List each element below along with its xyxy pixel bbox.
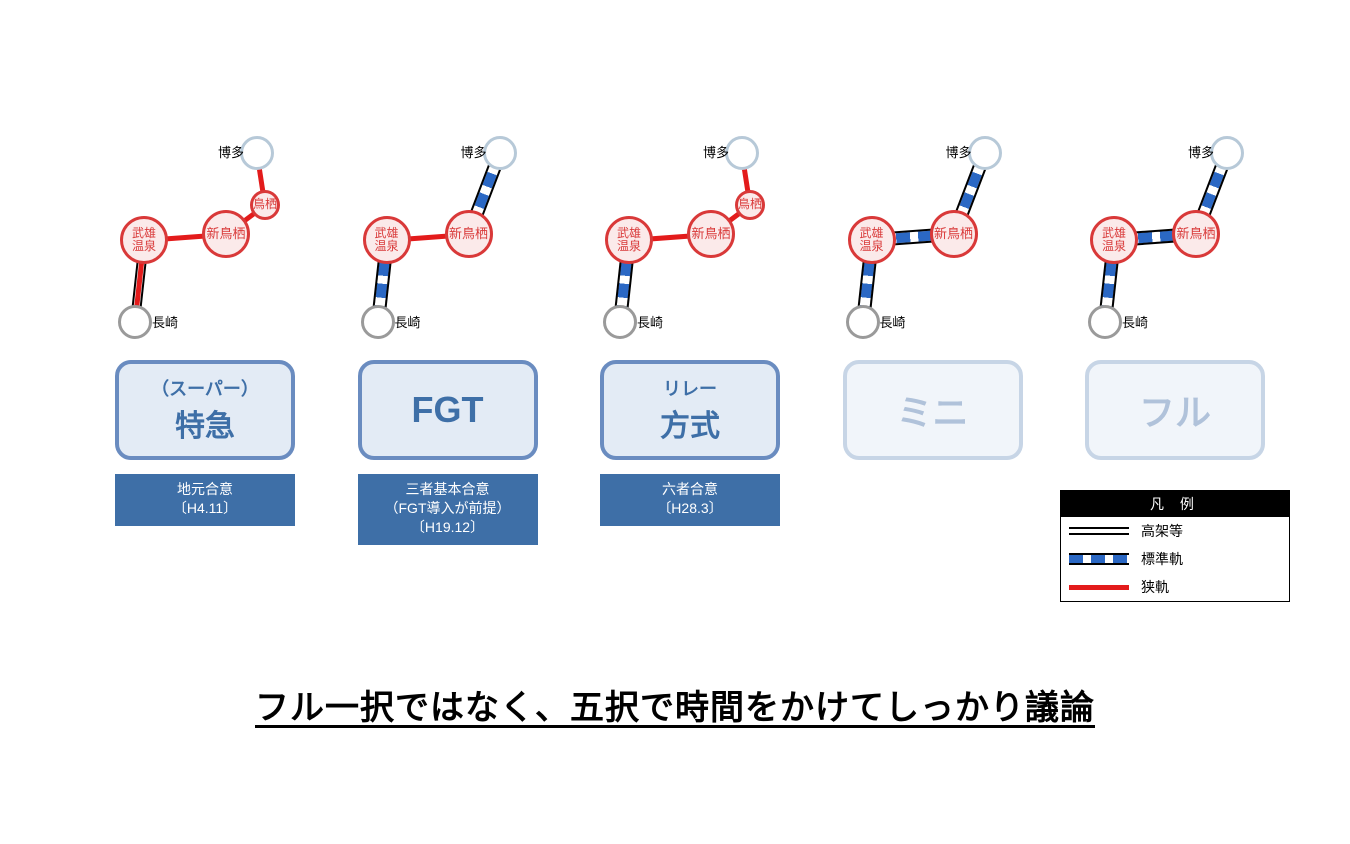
option-relay: 博多鳥栖新鳥栖武雄温泉長崎リレー方式六者合意〔H28.3〕 xyxy=(585,130,795,545)
station-label-hakata: 博多 xyxy=(461,142,487,161)
station-label-nagasaki: 長崎 xyxy=(152,312,178,331)
card-subtitle: リレー xyxy=(663,375,717,401)
station-label-nagasaki: 長崎 xyxy=(880,312,906,331)
card-title: FGT xyxy=(412,389,484,431)
agreement-line: 〔H19.12〕 xyxy=(362,518,534,537)
option-mini: 博多新鳥栖武雄温泉長崎ミニ xyxy=(828,130,1038,545)
option-card: ミニ xyxy=(843,360,1023,460)
station-takeo: 武雄温泉 xyxy=(605,216,653,264)
station-shin_tosu: 新鳥栖 xyxy=(1172,210,1220,258)
station-nagasaki xyxy=(846,305,880,339)
headline: フル一択ではなく、五択で時間をかけてしっかり議論 xyxy=(0,680,1350,729)
agreement-badge: 三者基本合意（FGT導入が前提）〔H19.12〕 xyxy=(358,474,538,545)
card-title: ミニ xyxy=(896,384,968,436)
card-subtitle: （スーパー） xyxy=(151,375,259,401)
legend-swatch xyxy=(1069,553,1129,565)
station-hakata xyxy=(968,136,1002,170)
card-title: フル xyxy=(1139,384,1211,436)
station-label-hakata: 博多 xyxy=(1188,142,1214,161)
station-tosu: 鳥栖 xyxy=(250,190,280,220)
route-diagram: 博多鳥栖新鳥栖武雄温泉長崎 xyxy=(100,130,310,340)
station-nagasaki xyxy=(603,305,637,339)
agreement-badge: 六者合意〔H28.3〕 xyxy=(600,474,780,526)
station-shin_tosu: 新鳥栖 xyxy=(930,210,978,258)
legend-box: 凡 例 高架等標準軌狭軌 xyxy=(1060,490,1290,602)
options-row: 博多鳥栖新鳥栖武雄温泉長崎（スーパー）特急地元合意〔H4.11〕博多新鳥栖武雄温… xyxy=(100,130,1280,545)
option-super_express: 博多鳥栖新鳥栖武雄温泉長崎 （スーパー）特急地元合意〔H4.11〕 xyxy=(100,130,310,545)
station-takeo: 武雄温泉 xyxy=(120,216,168,264)
station-nagasaki xyxy=(118,305,152,339)
station-nagasaki xyxy=(361,305,395,339)
station-label-hakata: 博多 xyxy=(946,142,972,161)
station-label-hakata: 博多 xyxy=(703,142,729,161)
station-takeo: 武雄温泉 xyxy=(363,216,411,264)
station-hakata xyxy=(725,136,759,170)
station-nagasaki xyxy=(1088,305,1122,339)
option-full: 博多新鳥栖武雄温泉長崎フル xyxy=(1070,130,1280,545)
legend-swatch xyxy=(1069,527,1129,535)
legend-label: 標準軌 xyxy=(1141,549,1183,569)
agreement-line: 〔H28.3〕 xyxy=(604,499,776,518)
station-takeo: 武雄温泉 xyxy=(1090,216,1138,264)
station-label-nagasaki: 長崎 xyxy=(395,312,421,331)
option-card: フル xyxy=(1085,360,1265,460)
agreement-badge: 地元合意〔H4.11〕 xyxy=(115,474,295,526)
station-takeo: 武雄温泉 xyxy=(848,216,896,264)
legend-row-elev: 高架等 xyxy=(1061,517,1289,545)
option-card: （スーパー）特急 xyxy=(115,360,295,460)
station-shin_tosu: 新鳥栖 xyxy=(202,210,250,258)
legend-swatch xyxy=(1069,585,1129,590)
legend-label: 狭軌 xyxy=(1141,577,1169,597)
route-diagram: 博多鳥栖新鳥栖武雄温泉長崎 xyxy=(585,130,795,340)
agreement-line: 六者合意 xyxy=(604,480,776,499)
station-label-hakata: 博多 xyxy=(218,142,244,161)
station-hakata xyxy=(483,136,517,170)
agreement-line: （FGT導入が前提） xyxy=(362,499,534,518)
station-hakata xyxy=(1210,136,1244,170)
station-shin_tosu: 新鳥栖 xyxy=(687,210,735,258)
legend-label: 高架等 xyxy=(1141,521,1183,541)
legend-row-narw: 狭軌 xyxy=(1061,573,1289,601)
agreement-line: 地元合意 xyxy=(119,480,291,499)
station-shin_tosu: 新鳥栖 xyxy=(445,210,493,258)
option-card: リレー方式 xyxy=(600,360,780,460)
station-tosu: 鳥栖 xyxy=(735,190,765,220)
station-label-nagasaki: 長崎 xyxy=(637,312,663,331)
card-title: 方式 xyxy=(660,401,720,445)
route-diagram: 博多新鳥栖武雄温泉長崎 xyxy=(828,130,1038,340)
option-fgt: 博多新鳥栖武雄温泉長崎 FGT 三者基本合意（FGT導入が前提）〔H19.12〕 xyxy=(343,130,553,545)
station-label-nagasaki: 長崎 xyxy=(1122,312,1148,331)
agreement-line: 三者基本合意 xyxy=(362,480,534,499)
route-diagram: 博多新鳥栖武雄温泉長崎 xyxy=(1070,130,1280,340)
agreement-line: 〔H4.11〕 xyxy=(119,499,291,518)
route-diagram: 博多新鳥栖武雄温泉長崎 xyxy=(343,130,553,340)
card-title: 特急 xyxy=(175,401,235,445)
option-card: FGT xyxy=(358,360,538,460)
legend-row-stdg: 標準軌 xyxy=(1061,545,1289,573)
legend-title: 凡 例 xyxy=(1061,491,1289,517)
station-hakata xyxy=(240,136,274,170)
